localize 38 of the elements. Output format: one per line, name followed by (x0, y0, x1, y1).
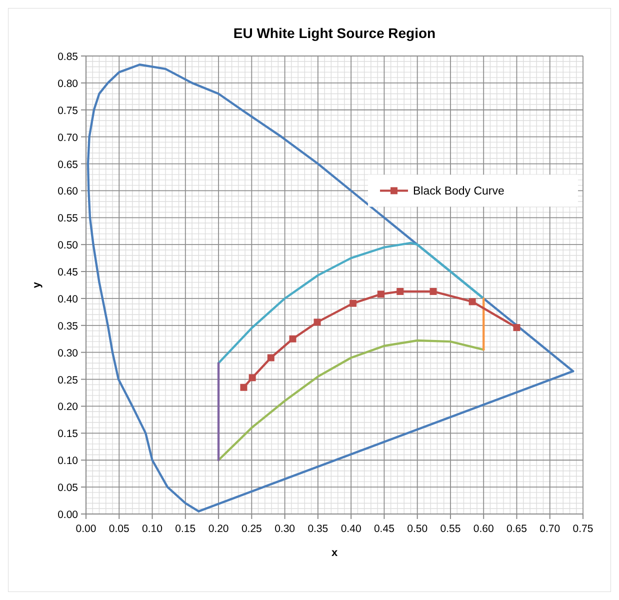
x-axis-title: x (331, 547, 338, 559)
y-tick-label: 0.80 (58, 78, 78, 90)
y-tick-label: 0.75 (58, 104, 78, 117)
x-tick-label: 0.20 (208, 523, 229, 535)
y-tick-label: 0.70 (58, 132, 78, 144)
x-tick-label: 0.70 (540, 523, 560, 535)
x-tick-label: 0.35 (308, 523, 328, 535)
x-tick-label: 0.45 (374, 523, 395, 535)
x-tick-label: 0.30 (274, 523, 296, 535)
legend-label: Black Body Curve (413, 186, 504, 198)
y-tick-label: 0.20 (58, 401, 78, 414)
x-tick-label: 0.25 (241, 523, 262, 535)
x-tick-label: 0.00 (76, 523, 96, 535)
x-tick-label: 0.05 (108, 523, 130, 535)
x-tick-label: 0.60 (473, 523, 494, 535)
y-tick-label: 0.85 (58, 51, 78, 63)
y-tick-label: 0.55 (58, 212, 78, 225)
y-tick-label: 0.25 (58, 374, 78, 386)
x-tick-label: 0.50 (407, 523, 428, 535)
y-tick-label: 0.10 (58, 455, 78, 468)
x-tick-label: 0.55 (440, 523, 461, 535)
y-tick-label: 0.60 (58, 186, 78, 198)
x-tick-label: 0.75 (572, 523, 594, 535)
x-tick-label: 0.65 (506, 523, 528, 535)
y-axis-title: y (31, 281, 43, 288)
chart-title: EU White Light Source Region (233, 25, 436, 41)
x-tick-label: 0.40 (340, 523, 362, 535)
y-tick-label: 0.50 (58, 240, 78, 252)
x-tick-label: 0.10 (142, 523, 163, 535)
y-tick-label: 0.45 (58, 266, 78, 279)
y-tick-label: 0.05 (58, 482, 78, 494)
y-tick-label: 0.65 (58, 158, 78, 171)
x-tick-label: 0.15 (175, 523, 196, 535)
y-tick-label: 0.35 (58, 320, 78, 332)
y-tick-label: 0.00 (58, 509, 78, 521)
y-tick-label: 0.15 (58, 428, 78, 440)
y-tick-label: 0.40 (58, 293, 78, 306)
y-tick-label: 0.30 (58, 347, 78, 360)
